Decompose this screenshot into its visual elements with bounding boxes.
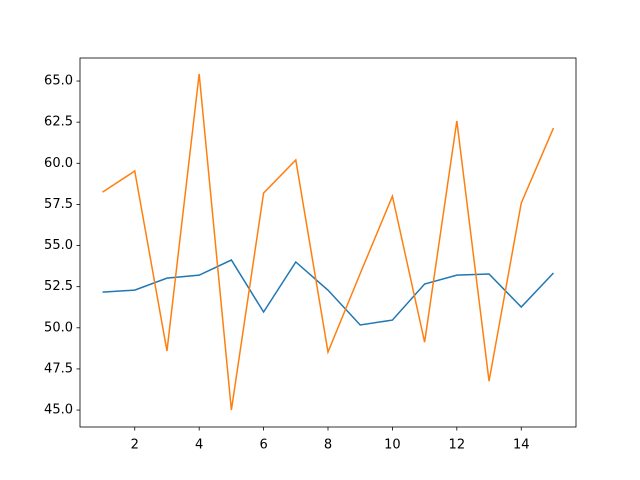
x-tick-label: 14 [513, 438, 530, 453]
x-tick-label: 10 [384, 438, 401, 453]
plot-frame [79, 57, 577, 428]
y-tick-label: 47.5 [44, 361, 73, 376]
y-tick-label: 45.0 [44, 403, 73, 418]
y-tick-label: 55.0 [44, 238, 73, 253]
x-tick-label: 4 [195, 438, 203, 453]
y-tick-label: 62.5 [44, 115, 73, 130]
line-series [102, 259, 554, 326]
y-tick-label: 57.5 [44, 197, 73, 212]
x-tick-label: 6 [259, 438, 267, 453]
y-tick-label: 65.0 [44, 74, 73, 89]
y-tick-label: 52.5 [44, 279, 73, 294]
y-tick-label: 50.0 [44, 320, 73, 335]
x-tick-label: 8 [324, 438, 332, 453]
x-tick-label: 2 [131, 438, 139, 453]
line-series [102, 73, 555, 411]
x-tick-label: 12 [449, 438, 466, 453]
y-tick-label: 60.0 [44, 156, 73, 171]
